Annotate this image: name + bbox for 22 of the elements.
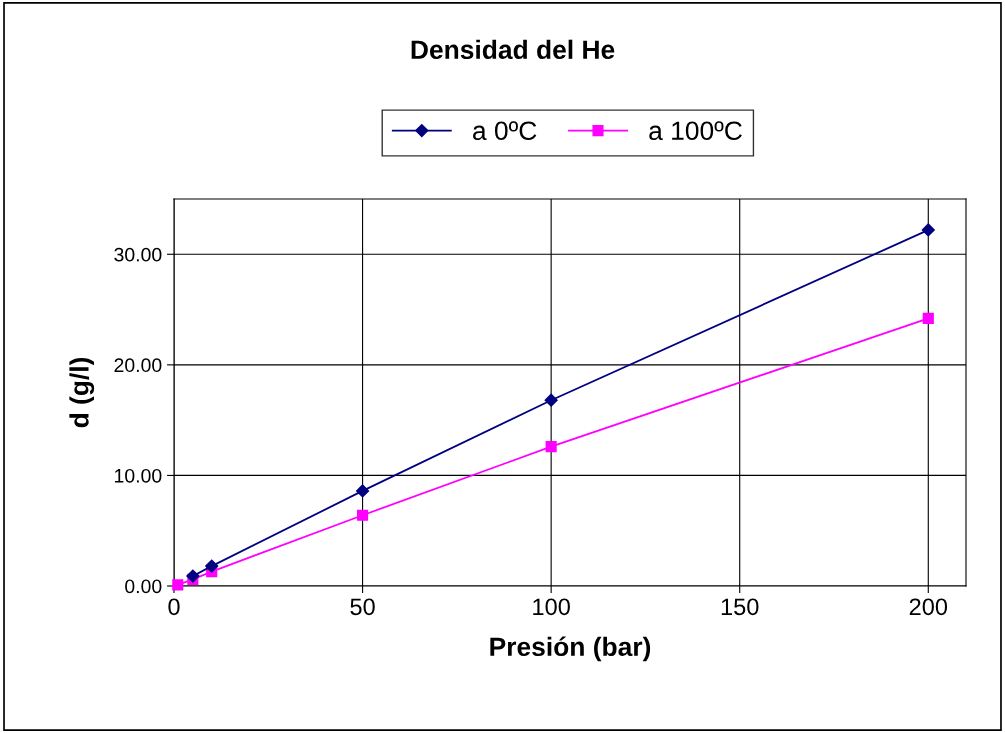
y-tick-label: 20.00 (114, 358, 162, 373)
legend-label: a 0ºC (473, 121, 537, 141)
point (921, 223, 935, 237)
point (545, 441, 557, 453)
point (205, 559, 219, 573)
point (544, 393, 558, 407)
x-tick-label: 50 (350, 598, 375, 616)
x-tick-label: 150 (721, 598, 759, 616)
x-tick-label: 200 (909, 598, 948, 616)
y-axis-title: d (g/l) (69, 357, 95, 428)
point (355, 484, 370, 498)
y-tick-label: 0.00 (125, 579, 162, 594)
y-tick-label: 10.00 (115, 468, 162, 483)
y-tick-label: 30.00 (114, 247, 162, 262)
x-tick-label: 100 (533, 598, 570, 616)
x-tick-label: 0 (168, 598, 180, 616)
x-axis-title: Presión (bar) (490, 636, 651, 662)
legend-label: a 100ºC (649, 121, 742, 141)
point (357, 509, 369, 521)
point (922, 312, 934, 324)
point (186, 569, 200, 583)
chart-title: Densidad del He (411, 39, 615, 60)
